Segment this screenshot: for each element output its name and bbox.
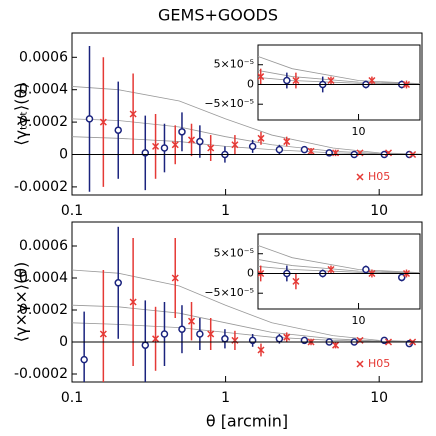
x-tick-label: 1 xyxy=(221,203,230,219)
data-point xyxy=(327,265,335,274)
data-point xyxy=(257,134,265,142)
legend-label: H05 xyxy=(368,170,390,183)
model-curve xyxy=(72,304,422,343)
model-curve xyxy=(72,322,422,343)
x-tick-label: 1 xyxy=(221,390,230,406)
data-point xyxy=(47,66,53,72)
legend-marker xyxy=(356,173,364,181)
data-point xyxy=(283,138,291,146)
x-tick-label: 0.1 xyxy=(61,203,83,219)
y-tick-label: 0.0002 xyxy=(19,114,68,130)
data-point xyxy=(196,330,204,338)
data-point xyxy=(2,172,8,178)
y-tick-label: 0.0006 xyxy=(19,238,68,254)
data-point xyxy=(178,325,186,333)
y-tick-label: 0.0004 xyxy=(19,270,68,286)
data-point xyxy=(307,147,315,155)
y-tick-label: −5×10⁻⁵ xyxy=(204,286,254,299)
data-point xyxy=(368,76,376,85)
plot-area xyxy=(72,45,422,192)
y-tick-label: 0.0002 xyxy=(19,302,68,318)
y-tick-label: 0 xyxy=(59,147,68,163)
y-tick-label: -0.0002 xyxy=(14,179,68,195)
data-point xyxy=(99,118,107,126)
y-tick-label: 0.0006 xyxy=(19,49,68,65)
y-tick-label: 0 xyxy=(247,77,254,90)
data-point xyxy=(292,277,300,285)
y-tick-label: 0 xyxy=(247,266,254,279)
data-point xyxy=(80,355,88,364)
legend-label: H05 xyxy=(368,357,390,370)
y-tick-label: 0.0004 xyxy=(19,82,68,98)
data-point xyxy=(248,142,257,151)
data-point xyxy=(300,145,309,154)
data-point xyxy=(221,335,229,343)
data-point xyxy=(114,126,122,134)
legend-marker xyxy=(356,360,364,368)
data-point xyxy=(141,341,150,349)
data-point xyxy=(275,145,284,154)
model-curve xyxy=(258,259,420,274)
x-tick-label: 10 xyxy=(352,314,366,327)
data-point xyxy=(99,330,107,338)
x-tick-label: 10 xyxy=(352,125,366,138)
data-point xyxy=(362,265,370,274)
model-curve xyxy=(72,269,422,343)
data-point xyxy=(171,141,179,149)
data-point xyxy=(178,128,186,136)
data-point xyxy=(160,330,169,338)
data-point xyxy=(129,298,137,306)
data-point xyxy=(114,279,122,287)
y-axis-label: ⟨γₜγₜ⟩(θ) xyxy=(12,82,31,145)
x-tick-label: 10 xyxy=(370,203,388,219)
x-tick-label: 10 xyxy=(370,390,388,406)
data-point xyxy=(207,144,215,152)
data-point xyxy=(171,274,179,282)
data-point xyxy=(129,110,137,118)
model-curve xyxy=(72,86,422,155)
model-curve xyxy=(258,266,420,274)
data-point xyxy=(332,341,340,349)
y-tick-label: -0.0002 xyxy=(14,366,68,382)
model-curve xyxy=(258,70,420,85)
data-point xyxy=(283,333,291,341)
data-point xyxy=(72,26,78,32)
data-point xyxy=(231,141,239,149)
data-point xyxy=(207,330,215,338)
data-point xyxy=(85,115,94,123)
data-point xyxy=(196,137,204,146)
y-tick-label: 0 xyxy=(59,334,68,350)
data-point xyxy=(257,346,265,354)
data-point xyxy=(283,76,291,85)
data-point xyxy=(152,335,160,343)
data-point xyxy=(292,76,300,85)
data-point xyxy=(275,335,284,343)
data-point xyxy=(34,263,40,269)
y-tick-label: 5×10⁻⁵ xyxy=(214,247,254,260)
data-point xyxy=(258,73,265,81)
y-tick-label: 5×10⁻⁵ xyxy=(214,58,254,71)
model-curve xyxy=(258,77,420,85)
model-curve xyxy=(72,136,422,155)
y-tick-label: −5×10⁻⁵ xyxy=(204,97,254,110)
chart-title: GEMS+GOODS xyxy=(158,6,278,25)
data-point xyxy=(160,144,169,152)
data-point xyxy=(187,136,196,144)
y-axis-label: ⟨γ×γ×⟩(θ) xyxy=(12,262,31,343)
plot-area xyxy=(47,26,420,93)
plot-area xyxy=(72,226,422,382)
data-point xyxy=(187,317,196,325)
x-axis-label: θ [arcmin] xyxy=(206,412,288,431)
x-tick-label: 0.1 xyxy=(61,390,83,406)
data-point xyxy=(327,76,335,85)
model-curve xyxy=(258,55,420,85)
model-curve xyxy=(72,118,422,155)
model-curve xyxy=(258,244,420,274)
data-point xyxy=(152,142,160,150)
